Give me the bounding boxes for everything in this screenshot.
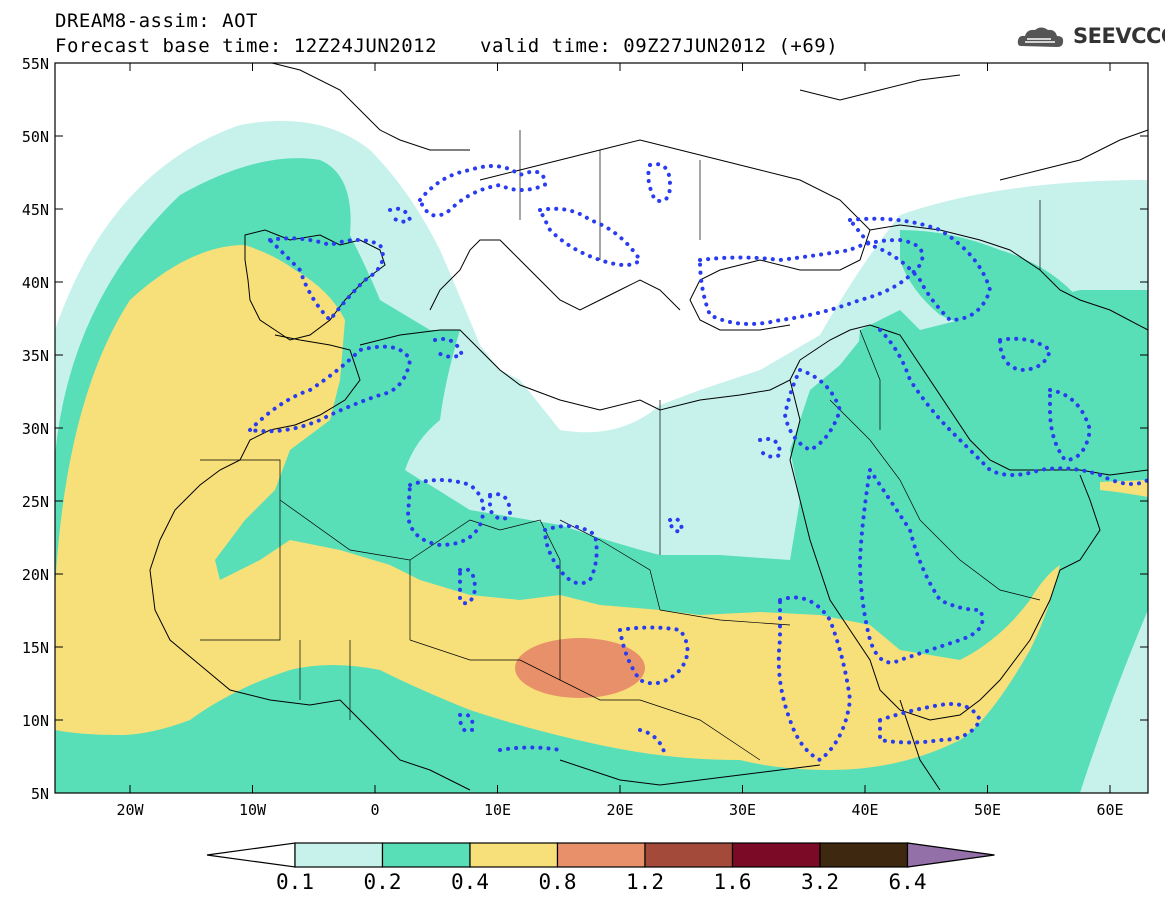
colorbar-segment [644, 842, 734, 868]
colorbar-segment [469, 842, 559, 868]
lat-label: 20N [22, 566, 49, 584]
lon-label: 50E [974, 801, 1001, 819]
lat-label: 5N [31, 785, 49, 803]
colorbar-segment [294, 842, 384, 868]
lon-label: 20W [116, 801, 144, 819]
lon-label: 60E [1096, 801, 1123, 819]
colorbar-segment [819, 842, 909, 868]
aot-field [55, 63, 1148, 793]
colorbar-label: 3.2 [801, 870, 839, 894]
lat-label: 25N [22, 493, 49, 511]
colorbar-segment [731, 842, 821, 868]
colorbar-label: 0.4 [451, 870, 489, 894]
lon-label: 10E [484, 801, 511, 819]
aot-contour-0.8 [515, 638, 645, 698]
cloud-icon [1017, 27, 1064, 47]
lon-label: 30E [729, 801, 756, 819]
lat-label: 15N [22, 639, 49, 657]
lon-label: 10W [239, 801, 267, 819]
colorbar-label: 0.2 [364, 870, 402, 894]
country-borders [200, 130, 1041, 761]
aot-contour-0.4 [250, 704, 380, 774]
coastlines [149, 63, 1148, 791]
aot-contour-0.2 [900, 230, 1080, 330]
lon-ticks [129, 63, 1111, 793]
valid-time-label: valid time: 09Z27JUN2012 (+69) [480, 35, 839, 57]
colorbar [206, 842, 995, 868]
lat-label: 50N [22, 128, 49, 146]
colorbar-segment [906, 842, 995, 868]
aot-contour-0.4 [55, 245, 1060, 770]
lon-label: 20E [606, 801, 633, 819]
aot-contour-0.4 [1100, 480, 1148, 497]
colorbar-label: 0.1 [276, 870, 314, 894]
lat-label: 55N [22, 55, 49, 73]
logo-text: SEEVCCC [1073, 24, 1165, 48]
base-time-label: Forecast base time: 12Z24JUN2012 [55, 35, 438, 57]
dotted-contours [248, 162, 1148, 763]
colorbar-label: 1.2 [626, 870, 664, 894]
colorbar-segment [206, 842, 296, 868]
lat-labels: 55N 50N 45N 40N 35N 30N 25N 20N 15N 10N 5N [22, 55, 49, 803]
lat-ticks [55, 62, 1148, 794]
lat-label: 45N [22, 201, 49, 219]
product-title: DREAM8-assim: AOT [55, 10, 258, 32]
colorbar-label: 6.4 [889, 870, 927, 894]
lon-label: 40E [851, 801, 878, 819]
aot-contour-0.4 [293, 565, 330, 626]
colorbar-segment [556, 842, 646, 868]
lat-label: 10N [22, 712, 49, 730]
lat-label: 30N [22, 420, 49, 438]
lon-labels: 20W 10W 0 10E 20E 30E 40E 50E 60E [116, 801, 1123, 819]
colorbar-label: 0.8 [539, 870, 577, 894]
colorbar-label: 1.6 [714, 870, 752, 894]
seevccc-logo [1015, 22, 1155, 54]
lat-label: 35N [22, 347, 49, 365]
lat-label: 40N [22, 274, 49, 292]
colorbar-segment [381, 842, 471, 868]
lon-label: 0 [370, 801, 379, 819]
colorbar-labels: 0.1 0.2 0.4 0.8 1.2 1.6 3.2 6.4 [276, 870, 926, 894]
